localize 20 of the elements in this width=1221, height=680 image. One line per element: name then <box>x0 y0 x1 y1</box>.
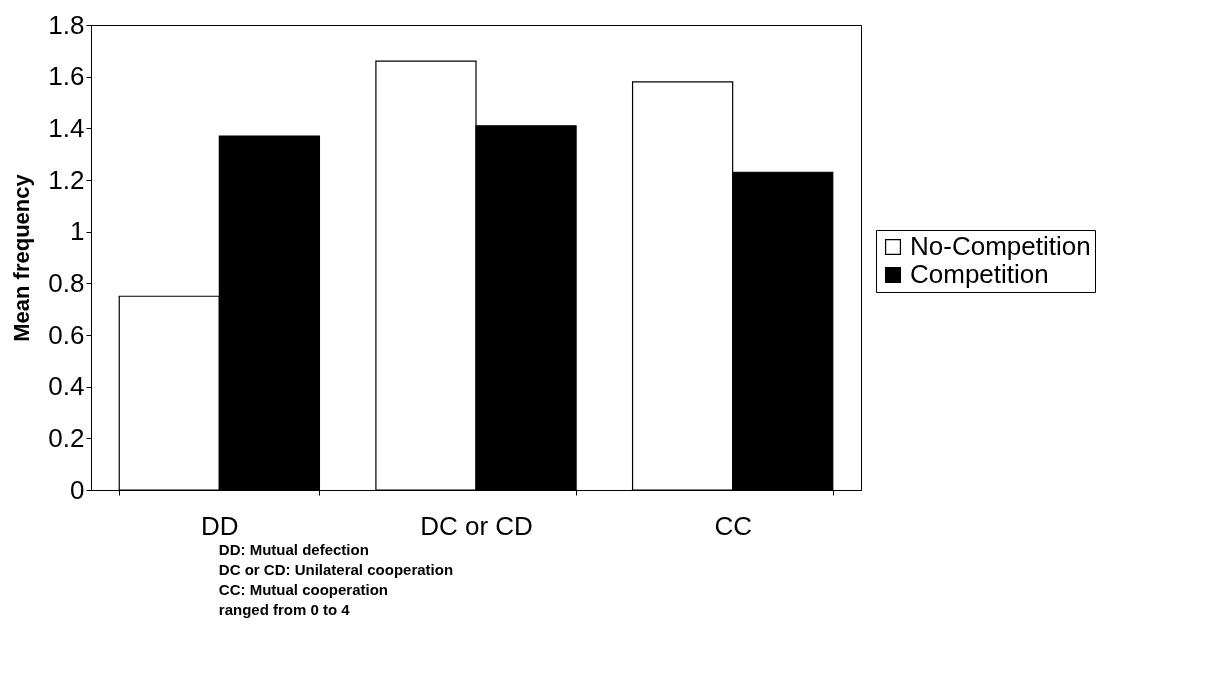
x-tick-label: DD <box>201 510 239 541</box>
y-tick-label: 0.6 <box>48 319 85 350</box>
y-axis-title: Mean frequency <box>9 173 35 342</box>
x-tick-label: CC <box>714 510 752 541</box>
y-tick-label: 1 <box>70 216 85 247</box>
x-tick-label: DC or CD <box>420 510 533 541</box>
y-tick-label: 1.6 <box>48 61 85 92</box>
text: CC: Mutual cooperation <box>218 581 389 598</box>
text: DC or CD: Unilateral cooperation <box>218 561 454 578</box>
legend-label: Competition <box>910 259 1049 289</box>
text: DD: Mutual defection <box>218 541 369 558</box>
text: ranged from 0 to 4 <box>218 601 351 618</box>
y-tick-label: 1.4 <box>48 112 85 143</box>
y-tick-label: 0.8 <box>48 267 85 298</box>
legend-label: No-Competition <box>910 231 1091 261</box>
y-tick-label: 0 <box>70 474 85 505</box>
y-tick-label: 0.4 <box>48 371 85 402</box>
y-tick-label: 1.8 <box>48 9 85 40</box>
y-tick-label: 0.2 <box>48 422 85 453</box>
y-tick-label: 1.2 <box>48 164 85 195</box>
